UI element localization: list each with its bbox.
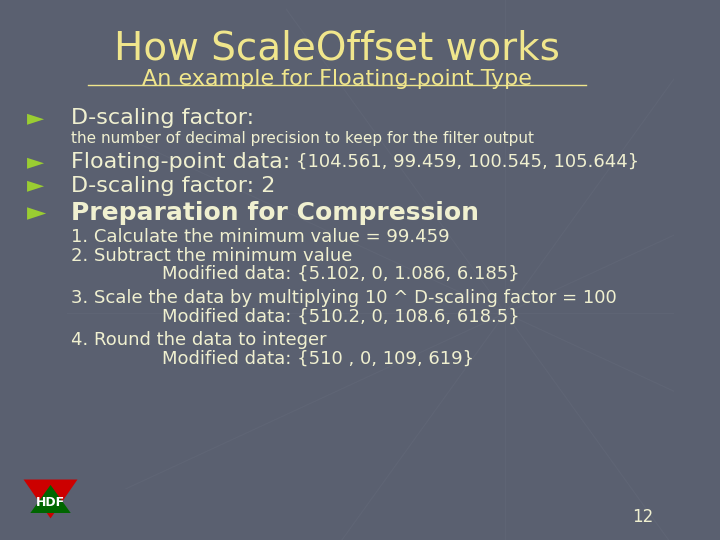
Text: ►: ► [27, 108, 44, 128]
Text: Preparation for Compression: Preparation for Compression [71, 201, 479, 225]
Text: ►: ► [27, 176, 44, 195]
Text: ►: ► [27, 152, 44, 172]
Text: 12: 12 [632, 509, 654, 526]
Text: {104.561, 99.459, 100.545, 105.644}: {104.561, 99.459, 100.545, 105.644} [297, 152, 639, 170]
Text: the number of decimal precision to keep for the filter output: the number of decimal precision to keep … [71, 131, 534, 146]
Text: 1. Calculate the minimum value = 99.459: 1. Calculate the minimum value = 99.459 [71, 228, 449, 246]
Text: Modified data: {510 , 0, 109, 619}: Modified data: {510 , 0, 109, 619} [162, 349, 474, 367]
Text: Modified data: {5.102, 0, 1.086, 6.185}: Modified data: {5.102, 0, 1.086, 6.185} [162, 265, 519, 283]
Text: 3. Scale the data by multiplying 10 ^ D-scaling factor = 100: 3. Scale the data by multiplying 10 ^ D-… [71, 289, 616, 307]
Text: An example for Floating-point Type: An example for Floating-point Type [142, 69, 532, 89]
Text: Modified data: {510.2, 0, 108.6, 618.5}: Modified data: {510.2, 0, 108.6, 618.5} [162, 307, 519, 325]
Text: D-scaling factor: 2: D-scaling factor: 2 [71, 176, 275, 195]
Polygon shape [24, 480, 78, 518]
Text: 4. Round the data to integer: 4. Round the data to integer [71, 331, 326, 349]
Polygon shape [30, 485, 71, 513]
Text: D-scaling factor:: D-scaling factor: [71, 108, 254, 128]
Text: How ScaleOffset works: How ScaleOffset works [114, 30, 559, 68]
Text: 2. Subtract the minimum value: 2. Subtract the minimum value [71, 247, 352, 265]
Text: Floating-point data:: Floating-point data: [71, 152, 297, 172]
Text: ►: ► [27, 201, 46, 225]
Text: HDF: HDF [36, 496, 65, 509]
